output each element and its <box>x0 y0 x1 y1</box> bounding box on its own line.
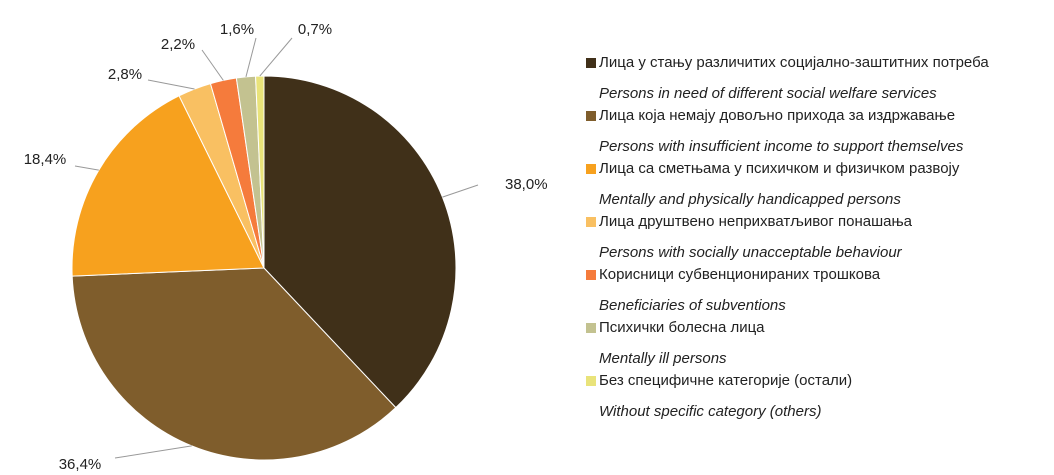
data-label: 38,0% <box>505 176 548 193</box>
legend-label-en: Persons with insufficient income to supp… <box>599 138 964 155</box>
data-label: 2,8% <box>108 66 142 83</box>
leader-line <box>442 184 479 198</box>
legend-swatch <box>586 111 596 121</box>
legend-label: Лица са сметњама у психичком и физичком … <box>599 160 960 177</box>
legend-label: Без специфичне категорије (остали) <box>599 372 852 389</box>
legend-swatch <box>586 376 596 386</box>
legend-swatch <box>586 270 596 280</box>
legend-label-en: Without specific category (others) <box>599 403 821 420</box>
legend-swatch <box>586 323 596 333</box>
leader-line <box>259 37 293 77</box>
legend-label-en: Mentally ill persons <box>599 350 727 367</box>
legend-label: Психички болесна лица <box>599 319 765 336</box>
data-label: 2,2% <box>161 36 195 53</box>
leader-line <box>245 37 257 77</box>
legend-label: Лица друштвено неприхватљивог понашања <box>599 213 913 230</box>
leader-line <box>74 165 99 171</box>
legend-label: Лица у стању различитих социјално-заштит… <box>599 54 989 71</box>
legend-label-en: Persons with socially unacceptable behav… <box>599 244 903 261</box>
legend-swatch <box>586 164 596 174</box>
legend-label-en: Persons in need of different social welf… <box>599 85 937 102</box>
leader-line <box>147 79 195 90</box>
data-label: 18,4% <box>24 151 67 168</box>
legend-label-en: Mentally and physically handicapped pers… <box>599 191 901 208</box>
leader-line <box>114 445 192 459</box>
data-label: 1,6% <box>220 21 254 38</box>
legend-swatch <box>586 58 596 68</box>
legend-swatch <box>586 217 596 227</box>
data-label: 0,7% <box>298 21 332 38</box>
legend-label-en: Beneficiaries of subventions <box>599 297 786 314</box>
legend-label: Корисници субвенционираних трошкова <box>599 266 881 283</box>
data-label: 36,4% <box>59 456 102 473</box>
leader-line <box>201 49 224 81</box>
legend-label: Лица која немају довољно прихода за издр… <box>599 107 955 124</box>
